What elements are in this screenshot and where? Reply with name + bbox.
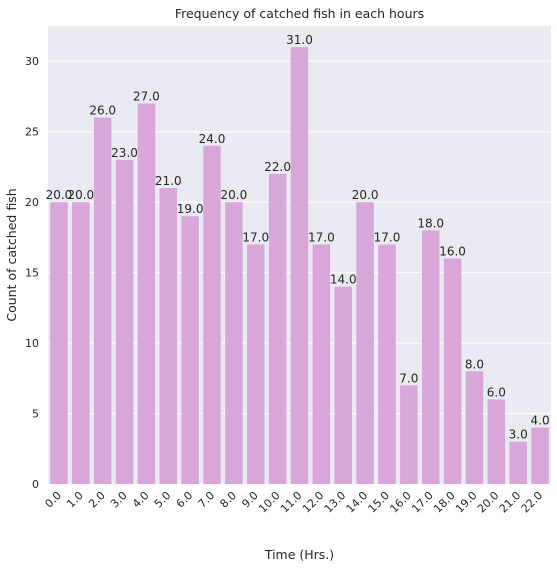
bar-value-label: 20.0 — [46, 188, 73, 202]
bar-value-label: 16.0 — [439, 245, 466, 259]
bar — [93, 117, 112, 484]
x-tick-label: 7.0 — [196, 489, 218, 511]
bar-value-label: 8.0 — [465, 357, 484, 371]
x-tick-label: 2.0 — [86, 489, 108, 511]
y-tick-label: 20 — [25, 196, 39, 209]
x-tick-label: 6.0 — [174, 489, 196, 511]
x-tick-label: 18.0 — [431, 489, 458, 516]
bar-value-labels: 20.020.026.023.027.021.019.024.020.017.0… — [46, 33, 550, 442]
bar-value-label: 19.0 — [177, 202, 204, 216]
x-tick-label: 10.0 — [256, 489, 283, 516]
bars — [50, 47, 549, 485]
x-tick-label: 11.0 — [278, 489, 305, 516]
bar — [334, 286, 352, 484]
y-tick-label: 25 — [25, 126, 39, 139]
bar-value-label: 31.0 — [286, 33, 313, 47]
x-tick-label: 5.0 — [152, 489, 174, 511]
bar-value-label: 20.0 — [352, 188, 379, 202]
bar-value-label: 17.0 — [242, 230, 269, 244]
bar — [72, 202, 90, 484]
x-tick-label: 0.0 — [42, 489, 64, 511]
bar — [159, 188, 178, 485]
bar-value-label: 20.0 — [67, 188, 94, 202]
x-tick-label: 14.0 — [344, 489, 371, 516]
bar-value-label: 20.0 — [221, 188, 248, 202]
x-tick-label: 1.0 — [64, 489, 86, 511]
bar — [465, 371, 484, 484]
bar-value-label: 4.0 — [531, 414, 550, 428]
bar-value-label: 23.0 — [111, 146, 138, 160]
bar-value-label: 21.0 — [155, 174, 182, 188]
bar — [531, 427, 549, 484]
bar — [268, 173, 287, 484]
y-tick-label: 5 — [32, 408, 39, 421]
bar-value-label: 3.0 — [509, 428, 528, 442]
x-tick-label: 22.0 — [519, 489, 546, 516]
bar — [312, 244, 331, 484]
x-tick-label: 4.0 — [130, 489, 152, 511]
bar — [509, 441, 527, 484]
x-tick-label: 19.0 — [453, 489, 480, 516]
bar — [443, 258, 462, 484]
x-tick-label: 8.0 — [217, 489, 239, 511]
x-axis-ticks: 0.0 1.0 2.0 3.0 4.0 5.0 6.0 7.0 8.0 9.010.011.012… — [42, 489, 545, 516]
x-tick-label: 12.0 — [300, 489, 327, 516]
y-tick-label: 10 — [25, 337, 39, 350]
bar — [203, 145, 221, 485]
bar — [247, 244, 265, 484]
bar — [115, 159, 134, 484]
y-tick-label: 15 — [25, 267, 39, 280]
bar-value-label: 6.0 — [487, 385, 506, 399]
bar-value-label: 17.0 — [374, 230, 401, 244]
bar — [487, 399, 506, 484]
x-tick-label: 20.0 — [475, 489, 502, 516]
x-axis-label: Time (Hrs.) — [264, 547, 334, 562]
bar — [421, 230, 440, 484]
y-axis-ticks: 0 5 10 15 20 25 30 — [25, 55, 39, 491]
bar-value-label: 26.0 — [89, 104, 116, 118]
x-tick-label: 3.0 — [108, 489, 130, 511]
bar — [400, 385, 418, 484]
x-tick-label: 13.0 — [322, 489, 349, 516]
bar — [290, 47, 309, 485]
bar — [181, 216, 199, 484]
bar — [225, 202, 243, 484]
chart-title: Frequency of catched fish in each hours — [175, 6, 424, 21]
bar-value-label: 18.0 — [417, 216, 444, 230]
x-tick-label: 16.0 — [387, 489, 414, 516]
x-tick-label: 15.0 — [366, 489, 393, 516]
y-tick-label: 0 — [32, 478, 39, 491]
bar — [50, 202, 68, 484]
bar-value-label: 24.0 — [199, 132, 226, 146]
x-tick-label: 17.0 — [409, 489, 436, 516]
bar — [137, 103, 156, 484]
y-axis-label: Count of catched fish — [4, 188, 19, 321]
bar-value-label: 17.0 — [308, 230, 335, 244]
bar-value-label: 27.0 — [133, 90, 160, 104]
bar-value-label: 22.0 — [264, 160, 291, 174]
bar-value-label: 14.0 — [330, 273, 357, 287]
bar — [356, 202, 374, 484]
y-tick-label: 30 — [25, 55, 39, 68]
x-tick-label: 21.0 — [497, 489, 524, 516]
bar-value-label: 7.0 — [399, 371, 418, 385]
bar — [378, 244, 396, 484]
